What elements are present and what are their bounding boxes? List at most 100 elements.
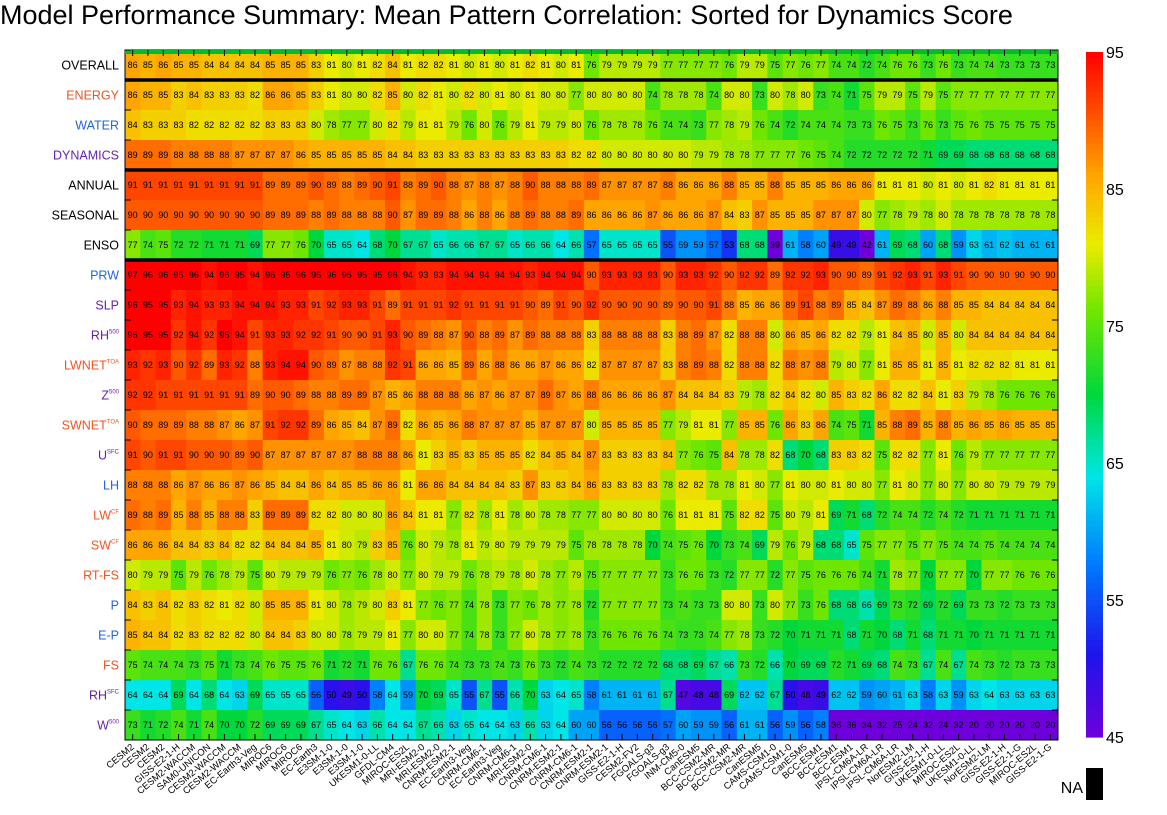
heatmap-cell bbox=[614, 470, 631, 501]
heatmap-cell bbox=[721, 380, 738, 411]
heatmap-cell bbox=[247, 320, 264, 351]
cell-value-label: 81 bbox=[816, 510, 826, 520]
cell-value-label: 86 bbox=[143, 540, 153, 550]
heatmap-cell bbox=[920, 440, 937, 471]
heatmap-cell bbox=[660, 470, 677, 501]
cell-value-label: 73 bbox=[1045, 600, 1055, 610]
cell-value-label: 81 bbox=[434, 90, 444, 100]
cell-value-label: 69 bbox=[724, 690, 734, 700]
heatmap-cell bbox=[125, 410, 141, 441]
cell-value-label: 77 bbox=[954, 570, 964, 580]
cell-value-label: 66 bbox=[541, 240, 551, 250]
cell-value-label: 87 bbox=[632, 180, 642, 190]
heatmap-cell bbox=[660, 380, 677, 411]
cell-value-label: 78 bbox=[449, 540, 459, 550]
heatmap-cell bbox=[660, 560, 677, 591]
heatmap-cell bbox=[966, 440, 982, 471]
heatmap-cell bbox=[369, 710, 386, 741]
cell-value-label: 80 bbox=[556, 60, 566, 70]
cell-value-label: 90 bbox=[189, 210, 199, 220]
cell-value-label: 87 bbox=[510, 420, 520, 430]
cell-value-label: 62 bbox=[847, 690, 857, 700]
cell-value-label: 66 bbox=[862, 600, 872, 610]
heatmap-cell bbox=[170, 380, 187, 411]
cell-value-label: 59 bbox=[694, 720, 704, 730]
heatmap-cell bbox=[966, 230, 982, 261]
heatmap-cell bbox=[660, 50, 677, 81]
heatmap-cell bbox=[476, 80, 493, 111]
heatmap-cell bbox=[201, 320, 218, 351]
heatmap-cell bbox=[354, 650, 371, 681]
cell-value-label: 81 bbox=[999, 180, 1009, 190]
cell-value-label: 88 bbox=[434, 330, 444, 340]
cell-value-label: 73 bbox=[969, 600, 979, 610]
cell-value-label: 84 bbox=[1015, 330, 1025, 340]
cell-value-label: 84 bbox=[785, 390, 795, 400]
cell-value-label: 81 bbox=[541, 60, 551, 70]
heatmap-cell bbox=[583, 230, 600, 261]
heatmap-cell bbox=[874, 80, 891, 111]
cell-value-label: 85 bbox=[801, 330, 811, 340]
heatmap-cell bbox=[415, 470, 432, 501]
heatmap-cell bbox=[430, 380, 447, 411]
cell-value-label: 77 bbox=[694, 60, 704, 70]
cell-value-label: 84 bbox=[724, 450, 734, 460]
cell-value-label: 85 bbox=[158, 90, 168, 100]
heatmap-cell bbox=[583, 530, 600, 561]
heatmap-cell bbox=[828, 140, 845, 171]
heatmap-cell bbox=[905, 380, 921, 411]
cell-value-label: 76 bbox=[877, 120, 887, 130]
heatmap-cell bbox=[813, 200, 829, 231]
colorbar-segment bbox=[1086, 440, 1103, 447]
heatmap-cell bbox=[966, 500, 982, 531]
cell-value-label: 77 bbox=[1015, 90, 1025, 100]
heatmap-cell bbox=[935, 650, 952, 681]
heatmap-cell bbox=[415, 380, 432, 411]
heatmap-cell bbox=[1012, 590, 1028, 621]
heatmap-cell bbox=[629, 560, 646, 591]
heatmap-cell bbox=[216, 350, 233, 381]
cell-value-label: 79 bbox=[801, 540, 811, 550]
row-label: E-P bbox=[98, 629, 119, 643]
heatmap-cell bbox=[155, 230, 172, 261]
heatmap-cell bbox=[675, 380, 692, 411]
heatmap-cell bbox=[1027, 350, 1044, 381]
cell-value-label: 86 bbox=[464, 390, 474, 400]
heatmap-cell bbox=[400, 200, 417, 231]
heatmap-cell bbox=[782, 110, 799, 141]
colorbar-segment bbox=[1086, 240, 1103, 247]
cell-value-label: 20 bbox=[984, 720, 994, 730]
cell-value-label: 84 bbox=[709, 390, 719, 400]
heatmap-cell bbox=[430, 260, 447, 291]
cell-value-label: 73 bbox=[541, 660, 551, 670]
heatmap-cell bbox=[782, 320, 799, 351]
heatmap-cell bbox=[522, 440, 539, 471]
colorbar-segment bbox=[1086, 697, 1103, 704]
cell-value-label: 91 bbox=[204, 390, 214, 400]
cell-value-label: 80 bbox=[571, 120, 581, 130]
cell-value-label: 86 bbox=[877, 390, 887, 400]
cell-value-label: 77 bbox=[1045, 450, 1055, 460]
cell-value-label: 80 bbox=[403, 90, 413, 100]
cell-value-label: 91 bbox=[250, 330, 260, 340]
heatmap-cell bbox=[186, 710, 202, 741]
cell-value-label: 91 bbox=[128, 450, 138, 460]
heatmap-cell bbox=[186, 140, 202, 171]
colorbar-segment bbox=[1086, 217, 1103, 224]
cell-value-label: 74 bbox=[938, 510, 948, 520]
heatmap-cell bbox=[446, 140, 462, 171]
cell-value-label: 63 bbox=[235, 690, 245, 700]
cell-value-label: 89 bbox=[342, 390, 352, 400]
heatmap-cell bbox=[1042, 410, 1059, 441]
cell-value-label: 71 bbox=[847, 510, 857, 520]
cell-value-label: 80 bbox=[342, 90, 352, 100]
heatmap-cell bbox=[415, 530, 432, 561]
heatmap-cell bbox=[905, 560, 921, 591]
heatmap-cell bbox=[1012, 350, 1028, 381]
cell-value-label: 85 bbox=[281, 600, 291, 610]
heatmap-cell bbox=[293, 140, 309, 171]
cell-value-label: 77 bbox=[678, 60, 688, 70]
heatmap-cell bbox=[537, 500, 554, 531]
heatmap-cell bbox=[828, 320, 845, 351]
cell-value-label: 79 bbox=[449, 570, 459, 580]
